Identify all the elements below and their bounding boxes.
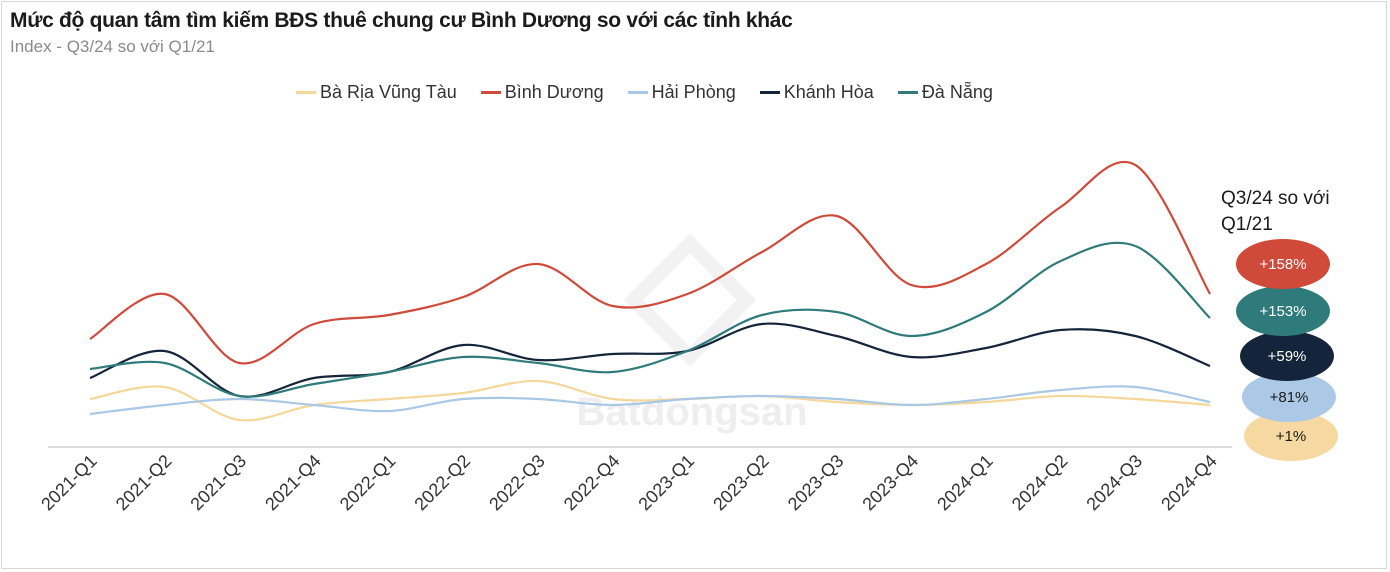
legend-item: Bà Rịa Vũng Tàu (296, 82, 457, 103)
legend-swatch (296, 91, 316, 94)
legend-item: Đà Nẵng (897, 82, 993, 103)
x-tick-label: 2023-Q4 (858, 451, 922, 515)
watermark-logo-icon (623, 233, 757, 367)
comparison-title: Q3/24 so với Q1/21 (1221, 188, 1330, 235)
chart-title: Mức độ quan tâm tìm kiếm BĐS thuê chung … (10, 9, 793, 32)
x-tick-label: 2024-Q3 (1082, 451, 1146, 515)
legend-swatch (759, 91, 780, 94)
x-tick-label: 2021-Q1 (37, 451, 101, 515)
chart-subtitle: Index - Q3/24 so với Q1/21 (10, 37, 215, 56)
legend-item: Hải Phòng (627, 82, 736, 103)
x-tick-label: 2021-Q3 (186, 451, 250, 515)
series-line-3 (89, 322, 1211, 398)
series-line-0 (89, 379, 1211, 422)
x-tick-label: 2021-Q2 (112, 451, 176, 515)
x-tick-label: 2022-Q1 (336, 451, 400, 515)
legend-label: Đà Nẵng (921, 82, 993, 102)
x-tick-label: 2022-Q4 (560, 451, 624, 515)
legend-label: Khánh Hòa (783, 82, 874, 102)
series-line-4 (89, 241, 1211, 398)
x-tick-label: 2021-Q4 (261, 451, 325, 515)
change-badge: +158% (1236, 239, 1330, 289)
x-tick-label: 2023-Q2 (709, 451, 773, 515)
legend-item: Khánh Hòa (759, 82, 874, 103)
series-line-2 (89, 385, 1211, 416)
legend-label: Bà Rịa Vũng Tàu (320, 82, 457, 102)
x-tick-label: 2024-Q1 (933, 451, 997, 515)
x-tick-label: 2023-Q3 (784, 451, 848, 515)
x-tick-label: 2022-Q3 (485, 451, 549, 515)
legend-label: Bình Dương (504, 82, 604, 102)
change-badge: +153% (1236, 286, 1330, 336)
legend-swatch (627, 91, 648, 94)
legend-swatch (897, 91, 918, 94)
legend-label: Hải Phòng (651, 82, 736, 102)
x-tick-label: 2022-Q2 (410, 451, 474, 515)
legend-swatch (480, 91, 501, 94)
legend: Bà Rịa Vũng Tàu Bình Dương Hải Phòng Khánh … (296, 82, 993, 103)
x-tick-label: 2023-Q1 (634, 451, 698, 515)
series-line-1 (89, 160, 1211, 365)
change-badge: +59% (1240, 331, 1334, 381)
x-tick-label: 2024-Q2 (1008, 451, 1072, 515)
x-tick-label: 2024-Q4 (1157, 451, 1221, 515)
legend-item: Bình Dương (480, 82, 604, 103)
